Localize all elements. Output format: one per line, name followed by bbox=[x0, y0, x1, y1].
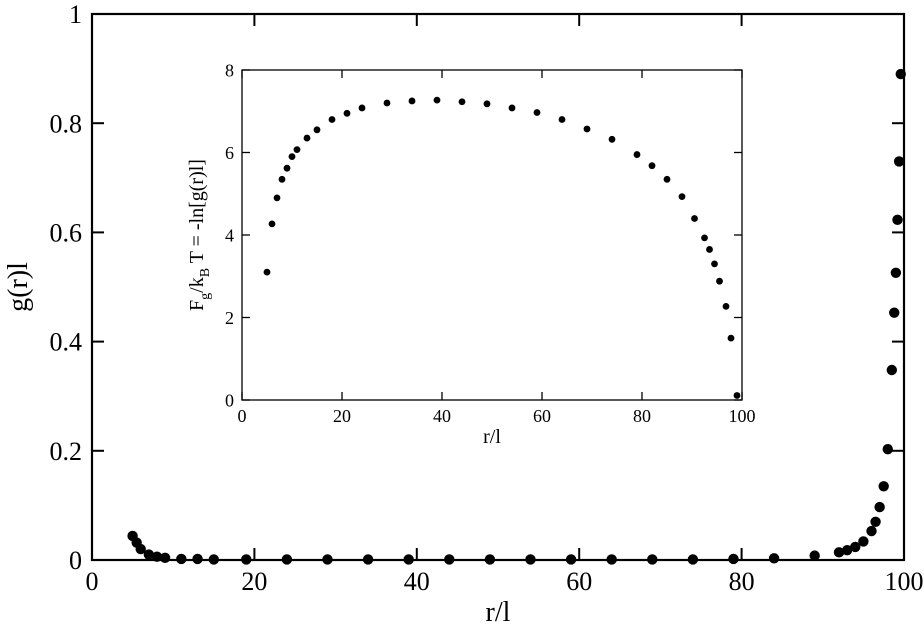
inset-data-point bbox=[283, 164, 291, 172]
inset-y-label-part-b: /k bbox=[186, 277, 208, 293]
main-x-tick-label: 20 bbox=[241, 567, 267, 596]
main-y-tick-label: 0 bbox=[69, 546, 82, 575]
inset-data-point bbox=[273, 194, 281, 202]
main-x-tick-label: 100 bbox=[885, 567, 924, 596]
inset-data-point bbox=[458, 98, 466, 106]
inset-data-point bbox=[727, 334, 735, 342]
inset-data-point bbox=[722, 302, 730, 310]
main-plot-frame bbox=[90, 12, 906, 562]
inset-x-tick-label: 80 bbox=[633, 406, 651, 426]
main-data-point bbox=[841, 544, 853, 556]
main-data-point bbox=[809, 550, 820, 561]
main-data-point bbox=[858, 536, 869, 547]
inset-chart: 0 20 40 60 80 100 0 2 4 6 8 r/l Fg/kB T = -ln[g(r… bbox=[186, 60, 756, 448]
main-data-point bbox=[893, 156, 905, 167]
main-data-point bbox=[833, 547, 845, 558]
inset-data-point bbox=[483, 100, 491, 108]
inset-data-point bbox=[288, 153, 296, 161]
inset-data-points bbox=[263, 96, 741, 399]
inset-background bbox=[242, 70, 742, 400]
inset-y-tick-label: 4 bbox=[225, 225, 234, 245]
inset-data-point bbox=[268, 220, 276, 228]
inset-y-tick-label: 0 bbox=[225, 390, 234, 410]
inset-data-point bbox=[313, 126, 321, 134]
inset-data-point bbox=[433, 96, 441, 104]
main-x-axis: 0 20 40 60 80 100 bbox=[86, 14, 924, 596]
inset-data-point bbox=[663, 175, 671, 183]
main-data-point bbox=[768, 553, 780, 564]
inset-data-point bbox=[706, 246, 713, 253]
main-y-axis-label: g(r)l bbox=[3, 262, 34, 312]
main-y-tick-label: 0.6 bbox=[50, 219, 83, 248]
inset-y-label-part-c: T = -ln[g(r)l] bbox=[186, 159, 208, 268]
inset-data-point bbox=[691, 215, 698, 222]
main-y-tick-label: 1 bbox=[69, 0, 82, 29]
inset-data-point bbox=[716, 277, 723, 285]
main-data-point bbox=[874, 501, 885, 513]
inset-data-point bbox=[558, 116, 566, 123]
main-x-tick-label: 60 bbox=[566, 567, 592, 596]
main-data-point bbox=[850, 541, 861, 553]
main-chart: 0 20 40 60 80 100 00.20.40.60.81 r/l g(r)l bbox=[3, 0, 924, 624]
inset-data-point bbox=[408, 97, 416, 105]
main-data-point bbox=[890, 267, 902, 279]
main-x-axis-label: r/l bbox=[486, 597, 511, 624]
inset-data-point bbox=[701, 234, 708, 242]
inset-data-point bbox=[328, 116, 336, 123]
inset-data-point bbox=[343, 109, 351, 117]
inset-x-tick-label: 0 bbox=[238, 406, 247, 426]
inset-y-axis-label: Fg/kB T = -ln[g(r)l] bbox=[186, 159, 213, 311]
main-data-point bbox=[878, 481, 889, 492]
inset-x-tick-label: 100 bbox=[729, 406, 756, 426]
main-data-point bbox=[889, 307, 900, 318]
main-y-tick-label: 0.2 bbox=[50, 437, 83, 466]
inset-data-point bbox=[583, 125, 591, 133]
inset-x-tick-label: 40 bbox=[433, 406, 451, 426]
main-y-tick-label: 0.4 bbox=[50, 328, 83, 357]
inset-data-point bbox=[508, 104, 516, 112]
inset-data-point bbox=[633, 151, 641, 158]
inset-data-point bbox=[608, 135, 616, 143]
inset-y-tick-label: 8 bbox=[225, 60, 234, 80]
main-data-point bbox=[159, 552, 171, 564]
inset-y-label-part-a: F bbox=[186, 300, 208, 311]
inset-data-point bbox=[711, 260, 718, 268]
inset-y-axis: 0 2 4 6 8 bbox=[225, 60, 742, 410]
main-data-point bbox=[882, 443, 893, 455]
inset-data-point bbox=[303, 134, 311, 142]
inset-data-point bbox=[733, 392, 741, 399]
main-y-axis: 0 0.2 0.4 0.6 0.8 1 bbox=[50, 0, 904, 575]
inset-data-point bbox=[358, 104, 366, 112]
inset-data-point bbox=[383, 99, 391, 107]
main-data-point bbox=[892, 214, 903, 226]
inset-x-tick-label: 20 bbox=[333, 406, 351, 426]
main-data-point bbox=[866, 525, 877, 537]
main-data-point bbox=[870, 516, 881, 527]
main-y-tick-label: 0.8 bbox=[50, 109, 83, 138]
inset-data-point bbox=[278, 175, 286, 183]
inset-y-tick-label: 2 bbox=[225, 308, 234, 328]
main-x-tick-label: 0 bbox=[86, 567, 99, 596]
main-data-point bbox=[886, 364, 898, 376]
inset-x-axis-label: r/l bbox=[483, 426, 501, 448]
inset-data-point bbox=[678, 193, 686, 201]
inset-data-point bbox=[648, 162, 656, 170]
inset-x-axis: 0 20 40 60 80 100 bbox=[238, 70, 756, 426]
inset-y-tick-label: 6 bbox=[225, 143, 234, 163]
inset-y-label-sub-b: B bbox=[198, 268, 213, 277]
inset-y-label-sub-g: g bbox=[198, 293, 213, 300]
inset-data-point bbox=[293, 146, 301, 154]
inset-x-tick-label: 60 bbox=[533, 406, 551, 426]
main-data-point bbox=[135, 543, 146, 555]
main-data-point bbox=[143, 549, 155, 560]
inset-data-point bbox=[533, 109, 541, 116]
main-x-tick-label: 40 bbox=[404, 567, 430, 596]
main-x-tick-label: 80 bbox=[729, 567, 755, 596]
inset-data-point bbox=[263, 268, 271, 276]
